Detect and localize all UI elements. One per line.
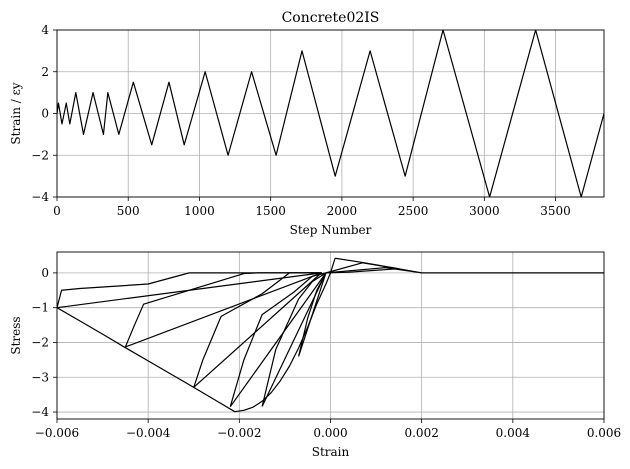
y-tick-label: −3 (31, 370, 49, 384)
x-tick-label: 3500 (540, 204, 571, 218)
series-line-5 (229, 272, 327, 408)
y-tick-label: −4 (31, 405, 49, 419)
chart-title: Concrete02IS (282, 10, 380, 26)
x-tick-label: 500 (117, 204, 140, 218)
y-tick-label: −4 (31, 190, 49, 204)
x-tick-label: 3000 (469, 204, 500, 218)
x-tick-label: −0.002 (217, 426, 261, 440)
x-axis-label: Strain (312, 445, 350, 459)
x-tick-label: 1500 (255, 204, 286, 218)
x-tick-label: −0.004 (126, 426, 171, 440)
x-tick-label: 2000 (327, 204, 358, 218)
x-axis-label: Step Number (290, 223, 372, 237)
x-tick-label: 2500 (398, 204, 429, 218)
y-tick-label: 2 (41, 65, 49, 79)
x-tick-label: 1000 (184, 204, 215, 218)
y-axis-label: Strain / εy (9, 82, 23, 144)
y-axis-label: Stress (9, 316, 23, 354)
series-line-8 (325, 262, 400, 274)
x-tick-label: 0.002 (404, 426, 438, 440)
y-tick-label: −2 (31, 335, 49, 349)
chart-panel-1: 0 500 1000 1500 2000 2500 3000 3500 −4 −2 0 2 4 Concr… (9, 10, 605, 237)
y-tick-label: 0 (41, 107, 49, 121)
series-line-9 (325, 267, 418, 274)
series-line-7 (298, 272, 327, 357)
x-tick-label: 0.000 (313, 426, 347, 440)
y-tick-label: 0 (41, 266, 49, 280)
series-line-1 (57, 30, 604, 197)
y-tick-label: −1 (31, 301, 49, 315)
x-tick-label: −0.006 (35, 426, 79, 440)
series-line-4 (193, 272, 322, 388)
chart-panel-2: −0.006 −0.004 −0.002 0.000 0.002 0.004 0.006 −4… (9, 251, 621, 459)
y-tick-label: 4 (41, 23, 49, 37)
series-line-3 (124, 272, 322, 348)
x-tick-label: 0.006 (587, 426, 621, 440)
x-tick-label: 0.004 (496, 426, 531, 440)
y-tick-label: −2 (31, 148, 49, 162)
x-tick-label: 0 (53, 204, 61, 218)
